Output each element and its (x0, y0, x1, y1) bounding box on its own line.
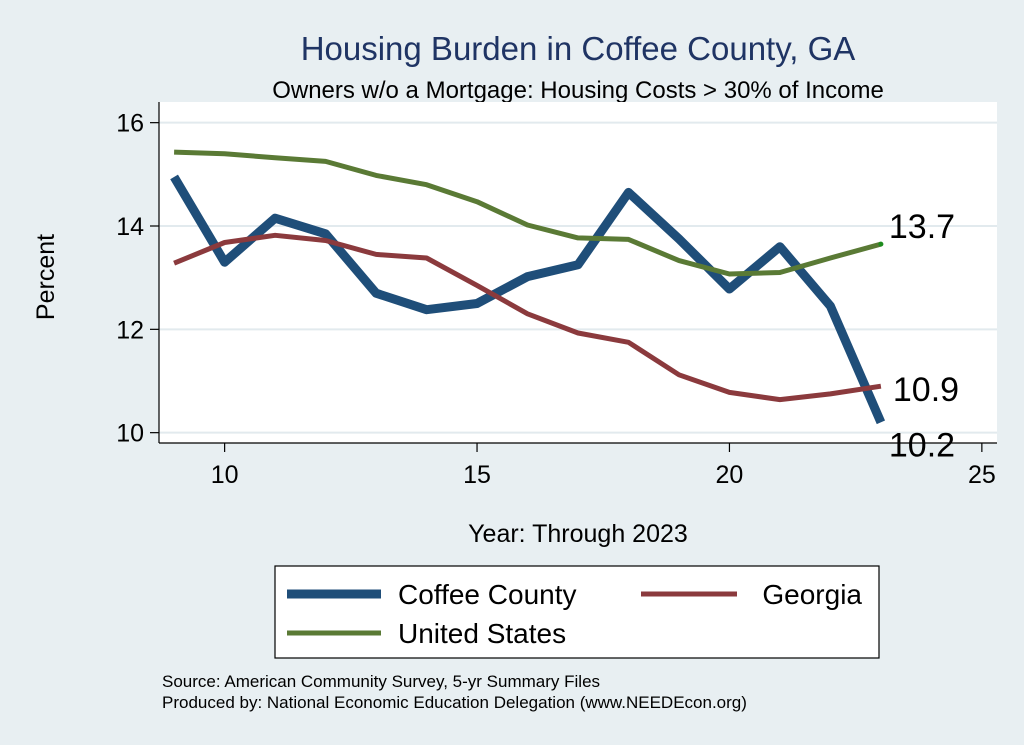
x-tick-label: 10 (211, 461, 239, 489)
end-label: 10.2 (889, 426, 955, 464)
legend: Coffee County Georgia United States (287, 579, 862, 649)
legend-box (274, 565, 880, 659)
x-tick-label: 15 (463, 461, 491, 489)
y-tick-label: 16 (116, 110, 144, 138)
y-tick-label: 14 (116, 213, 144, 241)
producer-note: Produced by: National Economic Education… (162, 693, 747, 712)
x-tick-label: 25 (968, 461, 996, 489)
end-label: 10.9 (893, 371, 959, 409)
x-axis-ticks: 10 15 20 25 (211, 443, 996, 489)
series-end-point (878, 241, 884, 247)
y-tick-label: 12 (116, 316, 144, 344)
y-tick-label: 10 (116, 420, 144, 448)
series-line-georgia (173, 232, 882, 403)
legend-label: United States (398, 618, 566, 649)
source-note: Source: American Community Survey, 5-yr … (162, 672, 600, 691)
legend-label: Coffee County (398, 579, 577, 610)
series-line-coffee-county (170, 174, 886, 425)
end-label: 13.7 (889, 208, 955, 246)
x-tick-label: 20 (716, 461, 744, 489)
end-labels: 10.2 10.9 13.7 (889, 208, 959, 464)
y-axis-ticks: 10 12 14 16 (116, 110, 159, 448)
series-line-united-states (174, 149, 882, 277)
chart-title: Housing Burden in Coffee County, GA (301, 30, 856, 67)
series-layer (170, 149, 886, 425)
chart-subtitle: Owners w/o a Mortgage: Housing Costs > 3… (272, 77, 884, 104)
legend-label: Georgia (762, 579, 862, 610)
x-axis-label: Year: Through 2023 (468, 520, 688, 548)
y-axis-label: Percent (32, 234, 60, 320)
